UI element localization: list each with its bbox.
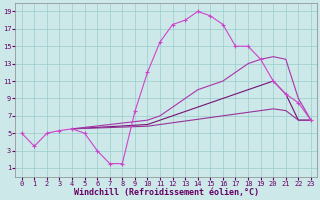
- X-axis label: Windchill (Refroidissement éolien,°C): Windchill (Refroidissement éolien,°C): [74, 188, 259, 197]
